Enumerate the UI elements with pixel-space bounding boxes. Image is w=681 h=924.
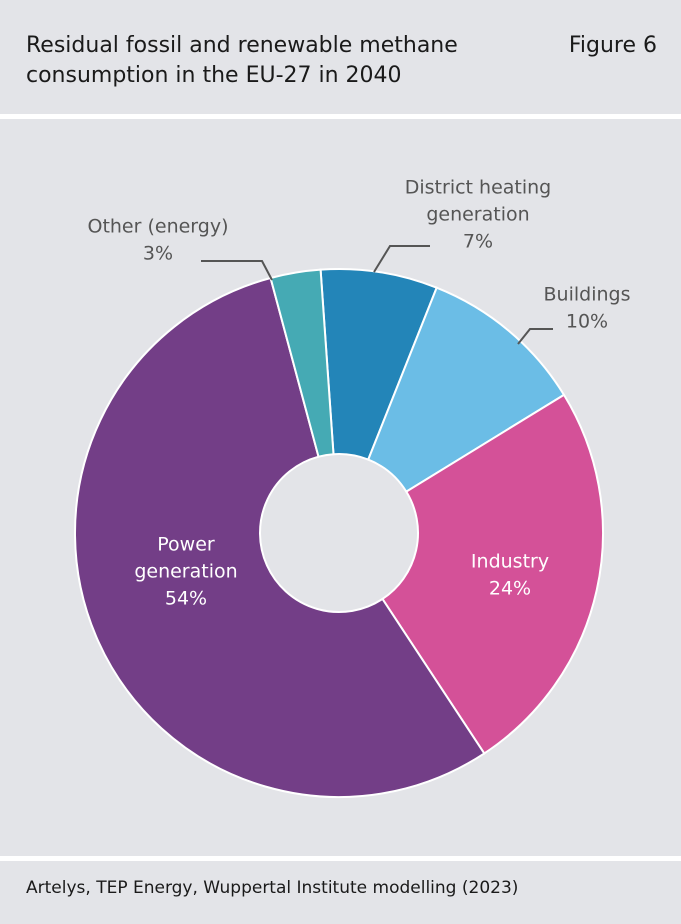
- slice-buildings: [366, 286, 566, 494]
- bottom-divider: [0, 856, 681, 861]
- slice-power-generation: [74, 276, 486, 798]
- chart-labels: District heating generation 7% Buildings 10%…: [87, 177, 630, 610]
- slice-label-industry-1: Industry: [471, 551, 549, 573]
- value-label-district-heating-generation: 7%: [463, 231, 493, 253]
- slice-label-other-energy-1: Other (energy): [87, 216, 228, 238]
- chart-header: Residual fossil and renewable methane co…: [0, 0, 681, 114]
- donut-chart: District heating generation 7% Buildings 10%…: [74, 177, 630, 798]
- value-label-other-energy: 3%: [143, 243, 173, 265]
- slice-label-buildings-1: Buildings: [544, 284, 631, 306]
- slice-label-district-heating-generation-1: District heating: [405, 177, 552, 199]
- chart-title-line-2: consumption in the EU-27 in 2040: [26, 63, 402, 88]
- leader-line-other-energy: [201, 260, 273, 281]
- slice-label-district-heating-generation-2: generation: [426, 204, 529, 226]
- slice-other-energy: [269, 268, 335, 458]
- top-divider: [0, 114, 681, 119]
- leader-line-district-heating-generation: [373, 245, 430, 273]
- slice-industry: [381, 393, 604, 755]
- slice-label-power-generation-1: Power: [157, 534, 215, 556]
- leader-line-buildings: [517, 328, 553, 345]
- source-note: Artelys, TEP Energy, Wuppertal Institute…: [26, 878, 519, 898]
- value-label-power-generation: 54%: [165, 588, 207, 610]
- value-label-buildings: 10%: [566, 311, 608, 333]
- value-label-industry: 24%: [489, 578, 531, 600]
- chart-slices: [74, 268, 604, 798]
- slice-label-power-generation-2: generation: [134, 561, 237, 583]
- chart-title: Residual fossil and renewable methane co…: [26, 31, 526, 91]
- figure-label: Figure 6: [568, 33, 657, 58]
- chart-leader-lines: [201, 245, 553, 345]
- chart-title-line-1: Residual fossil and renewable methane: [26, 33, 458, 58]
